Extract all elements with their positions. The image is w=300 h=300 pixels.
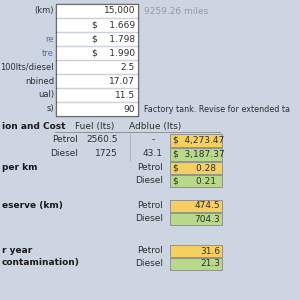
Bar — [56, 4, 137, 17]
Text: tre: tre — [42, 49, 54, 58]
Text: Petrol: Petrol — [137, 201, 163, 210]
Text: 21.3: 21.3 — [200, 260, 220, 268]
Bar — [170, 134, 222, 147]
Bar — [170, 200, 222, 212]
Text: 2560.5: 2560.5 — [86, 135, 118, 144]
Text: -: - — [152, 135, 154, 144]
Text: (km): (km) — [34, 7, 54, 16]
Text: $    1.798: $ 1.798 — [92, 34, 135, 43]
Text: Diesel: Diesel — [135, 176, 163, 185]
Text: 31.6: 31.6 — [200, 247, 220, 256]
Bar — [56, 103, 137, 116]
Bar — [170, 148, 222, 161]
Text: re: re — [45, 34, 54, 43]
Text: 9259.26 miles: 9259.26 miles — [144, 7, 208, 16]
Text: $      0.28: $ 0.28 — [173, 164, 216, 172]
Text: Diesel: Diesel — [135, 214, 163, 223]
Text: nbined: nbined — [25, 76, 54, 85]
Text: 2.5: 2.5 — [121, 62, 135, 71]
Text: r year: r year — [2, 246, 32, 255]
Text: s): s) — [46, 104, 54, 113]
Text: ual): ual) — [38, 91, 54, 100]
Text: 90: 90 — [124, 104, 135, 113]
Bar — [56, 61, 137, 74]
Text: $      0.21: $ 0.21 — [173, 176, 216, 185]
Text: 17.07: 17.07 — [109, 76, 135, 85]
Bar — [170, 258, 222, 270]
Bar — [56, 4, 138, 116]
Text: $    1.669: $ 1.669 — [92, 20, 135, 29]
Text: Fuel (lts): Fuel (lts) — [75, 122, 115, 131]
Text: Adblue (lts): Adblue (lts) — [129, 122, 181, 131]
Text: 15,000: 15,000 — [103, 7, 135, 16]
Text: 100lts/diesel: 100lts/diesel — [0, 62, 54, 71]
Bar — [170, 213, 222, 225]
Bar — [170, 162, 222, 174]
Bar — [56, 74, 137, 88]
Text: Diesel: Diesel — [50, 149, 78, 158]
Bar — [56, 19, 137, 32]
Text: 1725: 1725 — [95, 149, 118, 158]
Text: Petrol: Petrol — [52, 135, 78, 144]
Bar — [170, 175, 222, 187]
Text: per km: per km — [2, 163, 38, 172]
Text: 474.5: 474.5 — [194, 202, 220, 211]
Bar — [56, 88, 137, 101]
Bar — [56, 46, 137, 59]
Text: eserve (km): eserve (km) — [2, 201, 63, 210]
Bar — [56, 32, 137, 46]
Text: 43.1: 43.1 — [143, 149, 163, 158]
Text: 11.5: 11.5 — [115, 91, 135, 100]
Text: $    1.990: $ 1.990 — [92, 49, 135, 58]
Text: Diesel: Diesel — [135, 259, 163, 268]
Text: Petrol: Petrol — [137, 163, 163, 172]
Text: ion and Cost: ion and Cost — [2, 122, 65, 131]
Bar — [170, 245, 222, 257]
Text: Petrol: Petrol — [137, 246, 163, 255]
Text: $  4,273.47: $ 4,273.47 — [173, 136, 224, 145]
Text: contamination): contamination) — [2, 258, 80, 267]
Text: $  3,187.37: $ 3,187.37 — [173, 150, 225, 159]
Text: Factory tank. Revise for extended ta: Factory tank. Revise for extended ta — [144, 104, 290, 113]
Text: 704.3: 704.3 — [194, 214, 220, 224]
